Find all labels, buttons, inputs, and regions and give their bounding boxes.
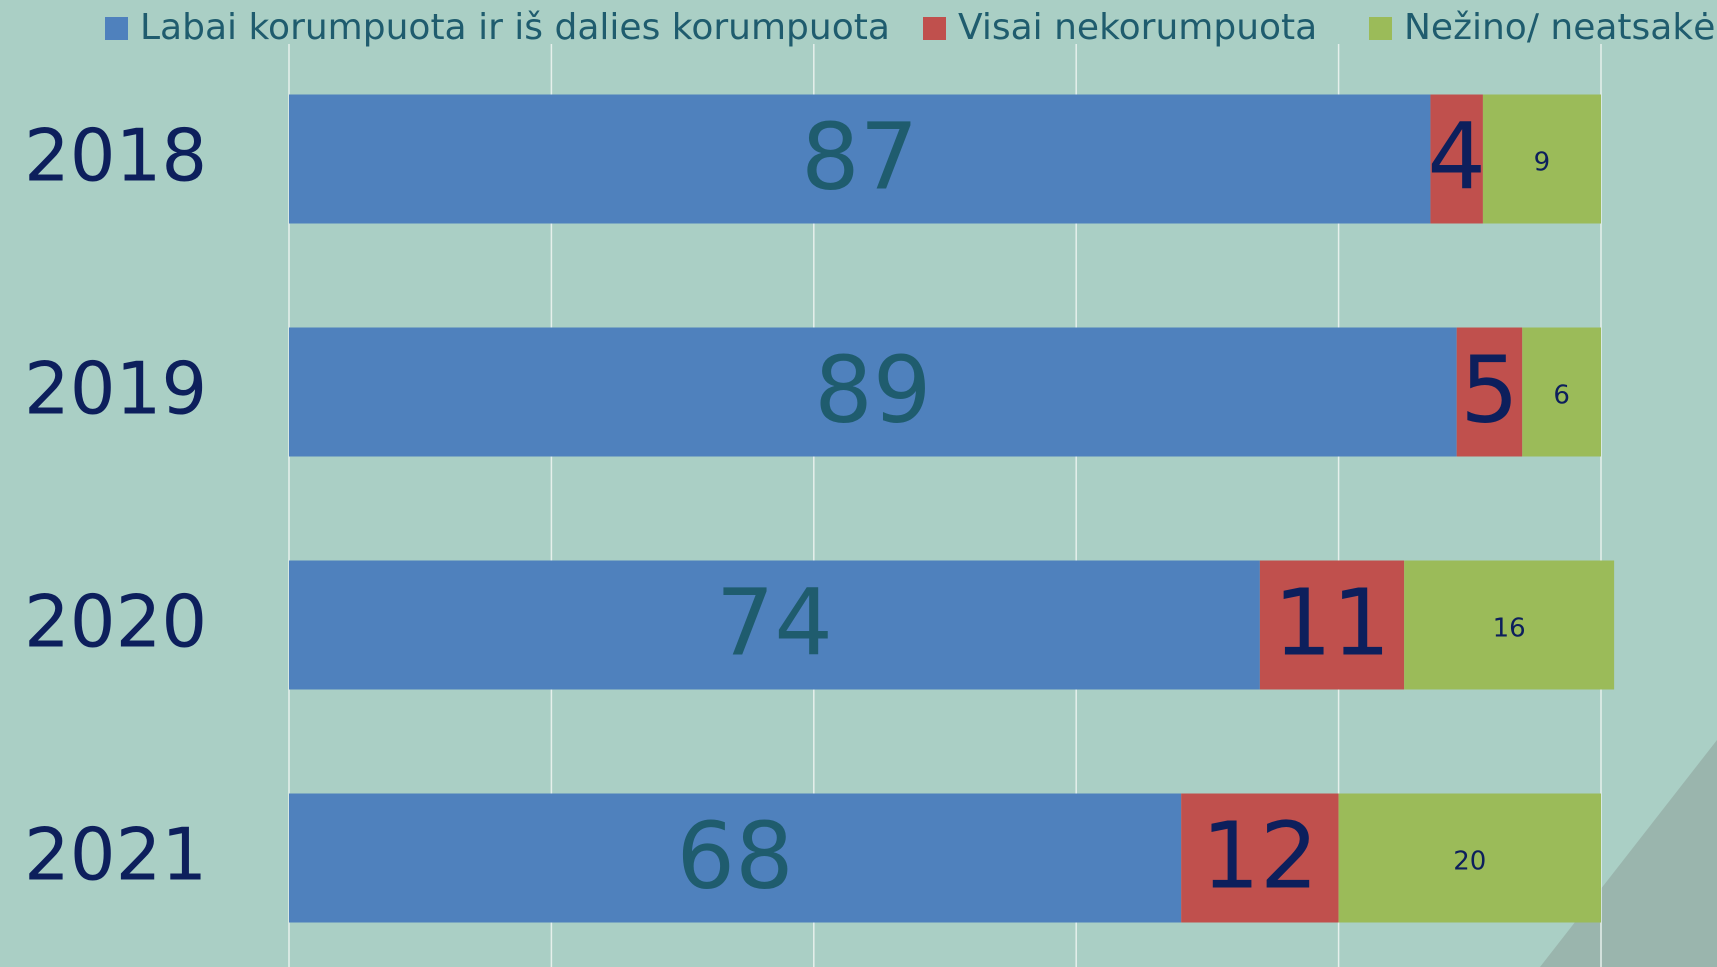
category-label: 2021 [24,813,207,897]
value-label: 20 [1453,847,1486,877]
value-label: 6 [1553,381,1570,411]
value-label: 11 [1274,569,1391,676]
value-label: 89 [814,336,931,443]
legend-label: Nežino/ neatsakė [1404,7,1715,48]
value-label: 68 [677,802,794,909]
category-label: 2018 [24,114,207,198]
value-label: 5 [1460,336,1519,443]
value-label: 12 [1201,802,1318,909]
legend-label: Labai korumpuota ir iš dalies korumpuota [140,7,890,48]
legend-swatch [1369,17,1392,40]
chart: Labai korumpuota ir iš dalies korumpuota… [0,0,1717,967]
value-label: 9 [1534,148,1551,178]
value-label: 16 [1493,614,1526,644]
legend-swatch [923,17,946,40]
value-label: 87 [801,103,918,210]
category-label: 2019 [24,347,207,431]
legend-swatch [105,17,128,40]
value-label: 4 [1427,103,1486,210]
category-label: 2020 [24,580,207,664]
legend-label: Visai nekorumpuota [958,7,1317,48]
value-label: 74 [716,569,833,676]
